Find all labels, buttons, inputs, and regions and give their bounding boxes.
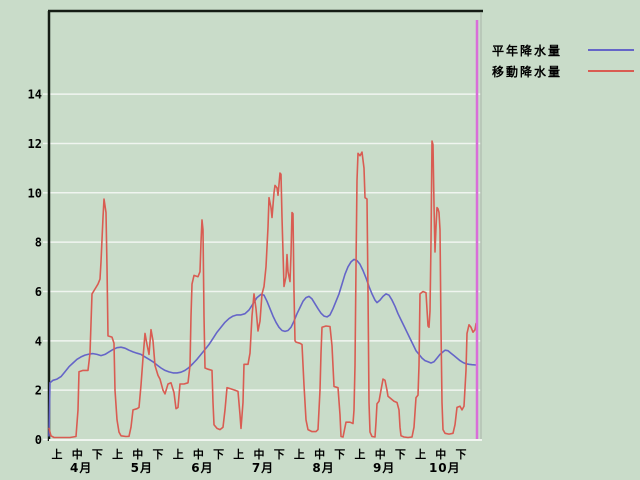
x-decade-label-4: 中 — [132, 447, 143, 461]
y-axis-label-0: 0 — [35, 433, 42, 447]
legend-label-moving-precip: 移動降水量 — [492, 64, 563, 79]
y-axis-label-6: 6 — [35, 285, 42, 299]
legend-item-moving-precip: 移動降水量 — [492, 64, 634, 79]
x-decade-label-19: 中 — [435, 447, 446, 461]
normal-precip-line — [48, 258, 477, 437]
x-decade-label-8: 下 — [213, 448, 224, 461]
y-axis-label-10: 10 — [28, 186, 42, 200]
legend: 平年降水量 移動降水量 — [492, 43, 634, 79]
x-decade-label-7: 中 — [193, 447, 204, 461]
legend-line-swatch-blue — [588, 49, 634, 51]
legend-label-normal-precip: 平年降水量 — [492, 43, 563, 58]
y-axis-label-12: 12 — [28, 137, 42, 151]
x-decade-label-18: 上 — [415, 447, 426, 461]
x-decade-label-20: 下 — [456, 448, 467, 461]
x-month-label-8: 8月 — [312, 461, 334, 475]
x-decade-label-0: 上 — [52, 447, 63, 461]
y-axis-label-14: 14 — [28, 88, 42, 102]
y-gridlines — [43, 93, 481, 441]
data-series-lines — [48, 140, 477, 439]
legend-line-swatch-red — [588, 70, 634, 72]
legend-item-normal-precip: 平年降水量 — [492, 43, 634, 58]
x-decade-label-6: 上 — [173, 447, 184, 461]
y-axis-label-2: 2 — [35, 384, 42, 398]
y-axis-label-4: 4 — [35, 334, 42, 348]
x-axis-month-labels: 4月 5月 6月 7月 8月 9月 10月 — [70, 461, 461, 475]
x-decade-label-1: 中 — [72, 447, 83, 461]
x-decade-label-12: 上 — [294, 447, 305, 461]
x-month-label-5: 5月 — [131, 461, 153, 475]
y-axis-labels: 0 2 4 6 8 10 12 14 — [28, 88, 42, 447]
x-decade-label-14: 下 — [334, 448, 345, 461]
x-month-label-9: 9月 — [373, 461, 395, 475]
x-axis-decade-labels: 上中下上中下上中下上中下上中下上中下上中下 — [52, 447, 467, 461]
x-month-label-4: 4月 — [70, 461, 92, 475]
x-decade-label-2: 下 — [92, 448, 103, 461]
x-decade-label-5: 下 — [153, 448, 164, 461]
x-month-label-7: 7月 — [252, 461, 274, 475]
x-decade-label-3: 上 — [112, 447, 123, 461]
x-decade-label-13: 中 — [314, 447, 325, 461]
plot-frame — [47, 9, 483, 441]
x-decade-label-15: 上 — [355, 447, 366, 461]
x-decade-label-9: 上 — [233, 447, 244, 461]
x-decade-label-10: 中 — [254, 447, 265, 461]
y-axis-label-8: 8 — [35, 236, 42, 250]
x-month-label-10: 10月 — [429, 461, 461, 475]
x-decade-label-11: 下 — [274, 448, 285, 461]
x-month-label-6: 6月 — [191, 461, 213, 475]
x-decade-label-17: 下 — [395, 448, 406, 461]
moving-precip-line — [48, 140, 477, 439]
x-decade-label-16: 中 — [375, 447, 386, 461]
